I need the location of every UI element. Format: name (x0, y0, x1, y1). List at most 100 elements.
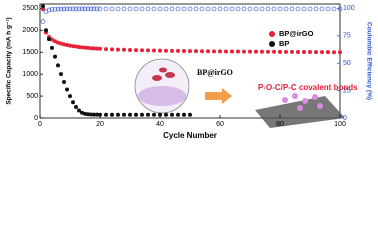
data-point (95, 112, 99, 117)
data-point (116, 47, 120, 52)
data-point (53, 54, 57, 59)
y2-tick-label: 100 (343, 5, 355, 12)
data-point (176, 112, 180, 117)
data-point (62, 80, 66, 85)
data-point (122, 47, 126, 52)
data-point (265, 6, 271, 12)
data-point (134, 48, 138, 53)
data-point (169, 6, 175, 12)
data-point (271, 6, 277, 12)
data-point (80, 45, 84, 50)
data-point (61, 6, 67, 12)
data-point (104, 112, 108, 117)
data-point (79, 6, 85, 12)
data-point (71, 44, 75, 49)
data-point (88, 6, 94, 12)
data-point (164, 48, 168, 53)
data-point (272, 49, 276, 54)
data-point (103, 6, 109, 12)
y-tick-label: 1000 (22, 71, 38, 78)
data-point (140, 48, 144, 53)
data-point (284, 49, 288, 54)
annotation: P-O-C/P-C covalent bonds (258, 83, 358, 92)
data-point (182, 112, 186, 117)
data-point (158, 112, 162, 117)
data-point (46, 7, 52, 13)
data-point (146, 48, 150, 53)
y2-tick-label: 25 (343, 87, 351, 94)
data-point (71, 100, 75, 105)
x-tick-label: 0 (38, 121, 42, 128)
data-point (104, 47, 108, 52)
data-point (76, 6, 82, 12)
data-point (193, 6, 199, 12)
data-point (151, 6, 157, 12)
data-point (133, 6, 139, 12)
data-point (68, 43, 72, 48)
plot-frame (39, 3, 341, 119)
data-point (206, 49, 210, 54)
data-point (253, 6, 259, 12)
data-point (52, 6, 58, 12)
data-point (157, 6, 163, 12)
data-point (175, 6, 181, 12)
data-point (74, 105, 78, 110)
data-point (320, 50, 324, 55)
y-tick-label: 1500 (22, 49, 38, 56)
data-point (211, 6, 217, 12)
data-point (67, 6, 73, 12)
data-point (224, 49, 228, 54)
data-point (49, 7, 55, 12)
data-point (223, 6, 229, 12)
data-point (295, 6, 301, 12)
y-axis-label: Specific Capacity (mA h g⁻¹) (6, 17, 13, 104)
data-point (319, 6, 325, 12)
x-axis-label: Cycle Number (163, 131, 217, 140)
data-point (50, 37, 54, 42)
data-point (68, 94, 72, 99)
data-point (290, 49, 294, 54)
data-point (140, 112, 144, 117)
data-point (92, 46, 96, 51)
data-point (170, 112, 174, 117)
data-point (59, 72, 63, 77)
data-point (92, 112, 96, 117)
data-point (163, 6, 169, 12)
data-point (307, 6, 313, 12)
data-point (337, 6, 343, 12)
y2-tick-label: 50 (343, 60, 351, 67)
legend-marker (269, 31, 275, 37)
data-point (110, 112, 114, 117)
data-point (74, 44, 78, 49)
data-point (241, 6, 247, 12)
y-tick-label: 2000 (22, 27, 38, 34)
data-point (110, 47, 114, 52)
data-point (152, 112, 156, 117)
data-point (217, 6, 223, 12)
y-tick-label: 0 (34, 115, 38, 122)
data-point (242, 49, 246, 54)
data-point (62, 42, 66, 47)
y2-axis-label: Coulombic Efficiency (%) (365, 22, 372, 100)
data-point (40, 19, 46, 24)
data-point (325, 6, 331, 12)
data-point (308, 50, 312, 55)
data-point (338, 50, 342, 55)
data-point (85, 6, 91, 12)
data-point (109, 6, 115, 12)
annotation: BP@irGO (197, 68, 233, 77)
data-point (152, 48, 156, 53)
data-point (73, 6, 79, 12)
data-point (77, 44, 81, 49)
data-point (236, 49, 240, 54)
data-point (44, 28, 48, 33)
data-point (314, 50, 318, 55)
data-point (248, 49, 252, 54)
y-tick-label: 500 (26, 93, 38, 100)
data-point (91, 6, 97, 12)
data-point (121, 6, 127, 12)
data-point (247, 6, 253, 12)
data-point (83, 111, 87, 116)
data-point (260, 49, 264, 54)
data-point (89, 112, 93, 117)
